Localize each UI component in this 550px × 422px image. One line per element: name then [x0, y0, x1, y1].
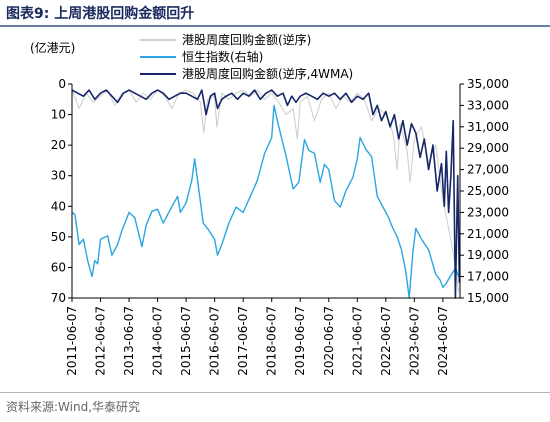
right-tick-label: 31,000 — [467, 120, 509, 134]
left-tick-label: 30 — [51, 169, 66, 183]
x-tick-label: 2017-06-07 — [236, 306, 250, 376]
figure-title: 图表9: 上周港股回购金额回升 — [6, 6, 195, 22]
title-rule — [0, 25, 550, 27]
left-tick-label: 20 — [51, 138, 66, 152]
x-tick-label: 2014-06-07 — [151, 306, 165, 376]
series-line-1 — [71, 89, 460, 292]
x-tick-label: 2022-06-07 — [379, 306, 393, 376]
left-tick-label: 60 — [51, 260, 66, 274]
left-unit-label: (亿港元) — [30, 40, 75, 55]
right-tick-label: 35,000 — [467, 77, 509, 91]
series-line-3 — [71, 89, 461, 299]
right-tick-label: 29,000 — [467, 141, 509, 155]
right-tick-label: 23,000 — [467, 205, 509, 219]
legend-label-1: 港股周度回购金额(逆序) — [182, 32, 311, 47]
right-tick-label: 25,000 — [467, 184, 509, 198]
left-tick-label: 70 — [51, 291, 66, 305]
x-tick-label: 2016-06-07 — [208, 306, 222, 376]
legend-label-2: 恒生指数(右轴) — [182, 49, 263, 64]
x-tick-label: 2013-06-07 — [122, 306, 136, 376]
x-tick-label: 2021-06-07 — [350, 306, 364, 376]
bottom-rule — [0, 392, 550, 393]
right-tick-label: 33,000 — [467, 98, 509, 112]
x-tick-label: 2019-06-07 — [293, 306, 307, 376]
chart: 0 10 20 30 40 50 60 70 15,000 17,000 19,000 21,000 2… — [30, 32, 509, 376]
x-tick-label: 2011-06-07 — [65, 306, 79, 376]
source-note: 资料来源:Wind,华泰研究 — [6, 400, 141, 414]
x-tick-label: 2023-06-07 — [407, 306, 421, 376]
x-tick-label: 2024-06-07 — [436, 306, 450, 376]
right-tick-label: 21,000 — [467, 227, 509, 241]
x-tick-label: 2015-06-07 — [179, 306, 193, 376]
right-tick-label: 17,000 — [467, 270, 509, 284]
right-tick-label: 27,000 — [467, 163, 509, 177]
right-tick-label: 15,000 — [467, 291, 509, 305]
x-tick-label: 2018-06-07 — [265, 306, 279, 376]
left-tick-label: 50 — [51, 230, 66, 244]
left-tick-label: 0 — [58, 77, 66, 91]
left-tick-label: 10 — [51, 108, 66, 122]
right-tick-label: 19,000 — [467, 248, 509, 262]
series-line-2 — [71, 104, 460, 299]
x-tick-label: 2020-06-07 — [322, 306, 336, 376]
x-tick-label: 2012-06-07 — [94, 306, 108, 376]
left-tick-label: 40 — [51, 199, 66, 213]
legend-label-3: 港股周度回购金额(逆序,4WMA) — [182, 66, 353, 81]
